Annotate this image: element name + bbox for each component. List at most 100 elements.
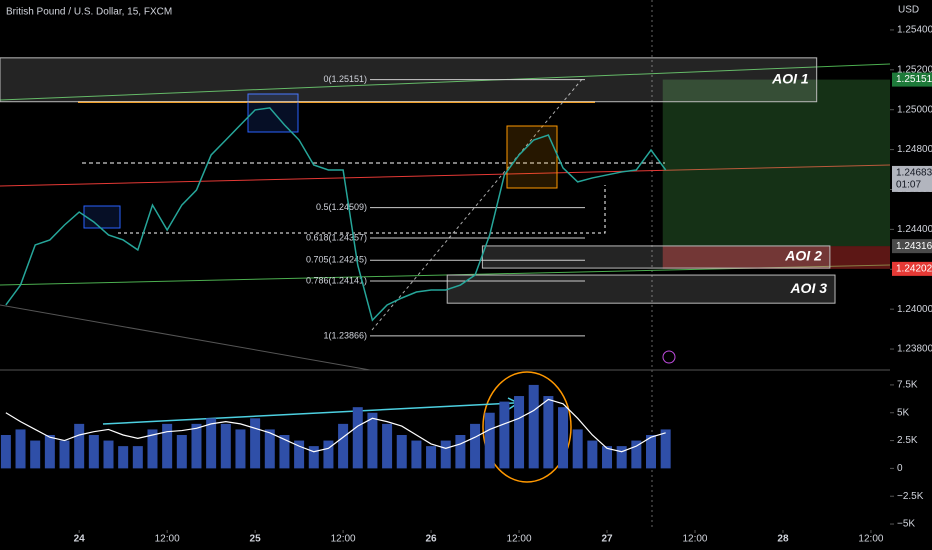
volume-bar bbox=[646, 434, 657, 469]
fib-label: 1(1.23866) bbox=[323, 330, 367, 340]
volume-bar bbox=[220, 423, 231, 469]
fib-label: 0.618(1.24357) bbox=[306, 232, 367, 242]
volume-bar bbox=[15, 429, 26, 469]
volume-bar bbox=[279, 434, 290, 469]
fib-label: 0.705(1.24245) bbox=[306, 255, 367, 265]
volume-bar bbox=[616, 446, 627, 469]
aoi-zone bbox=[446, 274, 836, 304]
price-tag bbox=[892, 261, 932, 276]
y-tick-label: 1.25000 bbox=[897, 104, 932, 115]
volume-bar bbox=[558, 407, 569, 469]
x-tick-label: 25 bbox=[250, 534, 262, 545]
aoi-label: AOI 3 bbox=[789, 280, 827, 296]
volume-bar bbox=[528, 384, 539, 469]
aoi-zone bbox=[481, 245, 831, 269]
volume-bar bbox=[323, 440, 334, 469]
y-tick-label: 7.5K bbox=[897, 380, 918, 391]
y-tick-label: 1.24400 bbox=[897, 224, 932, 235]
x-tick-label: 24 bbox=[74, 534, 86, 545]
volume-bar bbox=[264, 429, 275, 469]
highlight-circle bbox=[482, 371, 572, 483]
volume-bar bbox=[88, 434, 99, 469]
volume-bar bbox=[484, 412, 495, 469]
volume-bar bbox=[367, 412, 378, 469]
x-tick-label: 12:00 bbox=[682, 534, 707, 545]
y-tick-label: 0 bbox=[897, 463, 903, 474]
volume-bar bbox=[59, 440, 70, 469]
volume-average bbox=[5, 398, 666, 453]
highlight-box bbox=[247, 93, 299, 133]
trend-line bbox=[0, 164, 891, 187]
price-tag-label: 1.24202 bbox=[896, 264, 932, 275]
trend-line bbox=[0, 304, 371, 371]
volume-bar bbox=[411, 440, 422, 469]
highlight-box bbox=[83, 205, 121, 229]
aoi-label: AOI 1 bbox=[771, 70, 809, 86]
volume-bar bbox=[294, 440, 305, 469]
currency: USD bbox=[898, 5, 919, 16]
volume-bar bbox=[660, 429, 671, 469]
volume-bar bbox=[132, 446, 143, 469]
volume-bar bbox=[30, 440, 41, 469]
volume-bar bbox=[352, 407, 363, 469]
chart-title: British Pound / U.S. Dollar, 15, FXCM bbox=[6, 7, 172, 18]
price-tag-label: 1.24316 bbox=[896, 241, 932, 252]
arrow bbox=[102, 402, 515, 425]
volume-bar bbox=[602, 446, 613, 469]
y-tick-label: 1.24800 bbox=[897, 144, 932, 155]
y-tick-label: −2.5K bbox=[897, 491, 924, 502]
volume-bar bbox=[0, 434, 11, 469]
y-tick-label: 2.5K bbox=[897, 435, 918, 446]
volume-bar bbox=[191, 423, 202, 469]
stop-zone bbox=[662, 246, 890, 269]
y-tick-label: 1.25400 bbox=[897, 25, 932, 36]
x-tick-label: 12:00 bbox=[507, 534, 532, 545]
x-tick-label: 12:00 bbox=[155, 534, 180, 545]
volume-bar bbox=[103, 440, 114, 469]
volume-bar bbox=[74, 423, 85, 469]
volume-bar bbox=[440, 440, 451, 469]
price-tag bbox=[892, 72, 932, 87]
x-tick-label: 28 bbox=[777, 534, 789, 545]
price-tag-label: 1.25151 bbox=[896, 74, 932, 85]
y-tick-label: 1.23800 bbox=[897, 344, 932, 355]
volume-bar bbox=[176, 434, 187, 469]
volume-bar bbox=[206, 418, 217, 469]
aoi-label: AOI 2 bbox=[784, 248, 822, 264]
volume-bar bbox=[455, 434, 466, 469]
highlight-box bbox=[506, 125, 558, 189]
price-tag bbox=[892, 165, 932, 192]
volume-bar bbox=[250, 418, 261, 469]
volume-bar bbox=[162, 423, 173, 469]
volume-bar bbox=[235, 429, 246, 469]
volume-bar bbox=[308, 446, 319, 469]
volume-bar bbox=[396, 434, 407, 469]
volume-bar bbox=[499, 401, 510, 469]
y-tick-label: −5K bbox=[897, 519, 915, 530]
dashed-level bbox=[118, 185, 606, 234]
x-tick-label: 27 bbox=[601, 534, 613, 545]
x-tick-label: 12:00 bbox=[331, 534, 356, 545]
price-line bbox=[5, 107, 667, 322]
volume-bar bbox=[147, 429, 158, 469]
y-tick-label: 1.24000 bbox=[897, 304, 932, 315]
volume-bar bbox=[631, 440, 642, 469]
price-tag-label: 1.24683 bbox=[896, 168, 932, 179]
price-tag bbox=[892, 239, 932, 254]
x-tick-label: 12:00 bbox=[858, 534, 883, 545]
y-tick-label: 1.25200 bbox=[897, 64, 932, 75]
volume-bar bbox=[382, 423, 393, 469]
event-icon bbox=[662, 350, 676, 364]
volume-bar bbox=[572, 429, 583, 469]
volume-bar bbox=[44, 434, 55, 469]
volume-bar bbox=[514, 396, 525, 469]
fib-label: 0(1.25151) bbox=[323, 74, 367, 84]
volume-bar bbox=[118, 446, 129, 469]
fib-trend bbox=[371, 77, 584, 331]
volume-bar bbox=[470, 423, 481, 469]
target-zone bbox=[662, 79, 890, 247]
volume-bar bbox=[587, 440, 598, 469]
fib-label: 0.786(1.24141) bbox=[306, 275, 367, 285]
y-tick-label: 5K bbox=[897, 407, 910, 418]
